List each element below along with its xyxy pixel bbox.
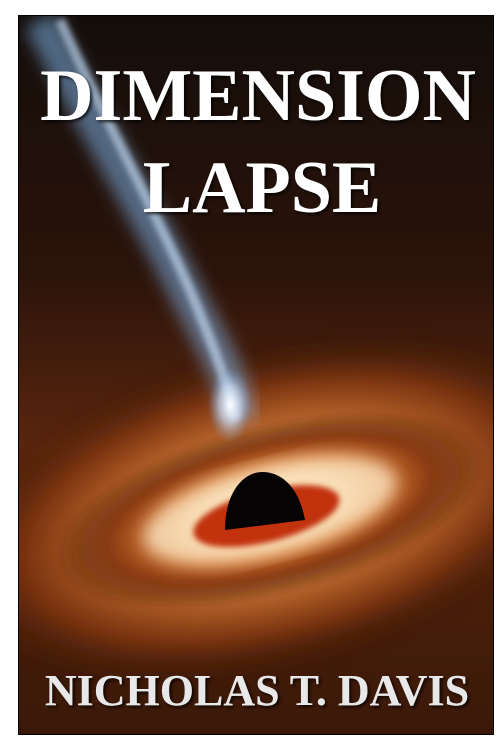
cover-art: DIMENSION LAPSE NICHOLAS T. DAVIS — [0, 16, 499, 740]
page: DIMENSION LAPSE NICHOLAS T. DAVIS (() =>… — [0, 0, 499, 740]
author-name: NICHOLAS T. DAVIS — [45, 666, 469, 715]
book-cover-view: DIMENSION LAPSE NICHOLAS T. DAVIS — [0, 0, 499, 740]
title-line: DIMENSION — [40, 55, 476, 137]
title-line: LAPSE — [143, 147, 382, 229]
